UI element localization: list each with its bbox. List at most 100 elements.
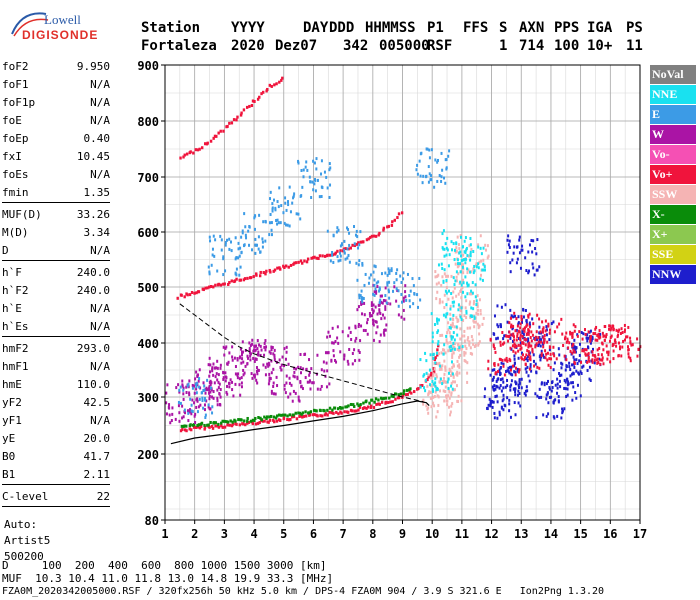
trace-pixel (404, 284, 407, 288)
trace-pixel (508, 402, 511, 406)
trace-pixel (568, 361, 571, 365)
trace-pixel (458, 365, 461, 369)
trace-pixel (294, 261, 298, 265)
trace-pixel (450, 337, 453, 341)
trace-pixel (361, 263, 364, 267)
trace-pixel (436, 319, 439, 323)
trace-pixel (300, 412, 303, 416)
trace-pixel (210, 424, 214, 428)
param-key: fxI (2, 150, 22, 163)
trace-pixel (461, 334, 464, 338)
trace-pixel (257, 416, 260, 420)
trace-pixel (182, 392, 185, 396)
trace-pixel (422, 374, 425, 378)
trace-pixel (617, 354, 620, 358)
trace-pixel (214, 283, 217, 287)
trace-pixel (529, 365, 532, 369)
trace-pixel (548, 338, 551, 342)
trace-pixel (358, 358, 361, 362)
trace-pixel (483, 265, 486, 269)
trace-pixel (241, 229, 244, 233)
trace-pixel (213, 366, 216, 370)
trace-pixel (514, 373, 517, 377)
trace-pixel (445, 279, 448, 283)
param-key: h`Es (2, 320, 29, 333)
trace-pixel (193, 401, 196, 405)
trace-pixel (432, 389, 435, 393)
trace-pixel (197, 373, 200, 377)
trace-pixel (538, 387, 541, 391)
trace-pixel (587, 336, 590, 340)
trace-pixel (553, 361, 556, 365)
trace-pixel (359, 339, 362, 343)
trace-pixel (586, 333, 589, 337)
trace-pixel (587, 330, 590, 334)
trace-pixel (171, 412, 174, 416)
trace-pixel (265, 415, 269, 419)
trace-pixel (222, 282, 225, 286)
trace-pixel (231, 420, 234, 424)
trace-pixel (443, 372, 446, 376)
trace-pixel (596, 348, 599, 352)
trace-pixel (599, 332, 602, 336)
trace-pixel (351, 351, 354, 355)
trace-pixel (443, 268, 446, 272)
trace-pixel (457, 292, 460, 296)
trace-pixel (573, 361, 576, 365)
param-value: 293.0 (76, 342, 110, 355)
trace-pixel (272, 269, 275, 273)
trace-pixel (374, 234, 378, 238)
param-key: yF2 (2, 396, 22, 409)
trace-pixel (212, 421, 216, 425)
trace-pixel (481, 322, 484, 326)
trace-pixel (256, 353, 259, 357)
trace-pixel (475, 265, 478, 269)
param-key: h`F2 (2, 284, 29, 297)
trace-pixel (527, 345, 530, 349)
trace-pixel (540, 382, 543, 386)
trace-pixel (540, 395, 543, 399)
trace-pixel (443, 254, 446, 258)
trace-pixel (230, 249, 233, 253)
trace-pixel (474, 295, 477, 299)
trace-pixel (566, 377, 569, 381)
trace-pixel (520, 316, 523, 320)
trace-pixel (242, 108, 246, 112)
trace-pixel (363, 313, 366, 317)
trace-pixel (591, 358, 594, 362)
trace-pixel (473, 345, 476, 349)
trace-pixel (589, 339, 592, 343)
legend-item-w: W (650, 125, 696, 144)
trace-pixel (202, 288, 205, 292)
trace-pixel (343, 251, 346, 255)
trace-pixel (570, 381, 573, 385)
trace-pixel (440, 351, 443, 355)
trace-pixel (460, 348, 463, 352)
trace-pixel (374, 397, 378, 401)
trace-pixel (582, 332, 585, 336)
trace-pixel (448, 331, 451, 335)
trace-pixel (441, 275, 444, 279)
trace-pixel (452, 363, 455, 367)
trace-pixel (394, 397, 397, 401)
trace-pixel (375, 289, 378, 293)
trace-pixel (456, 333, 459, 337)
trace-pixel (519, 404, 522, 408)
trace-pixel (416, 293, 419, 297)
trace-pixel (372, 319, 375, 323)
trace-pixel (549, 345, 552, 349)
trace-pixel (552, 400, 555, 404)
trace-pixel (475, 262, 478, 266)
trace-pixel (441, 364, 444, 368)
trace-pixel (561, 362, 564, 366)
trace-pixel (244, 364, 247, 368)
trace-pixel (453, 388, 456, 392)
trace-pixel (331, 326, 334, 330)
trace-pixel (502, 337, 505, 341)
trace-pixel (386, 225, 389, 229)
trace-pixel (256, 381, 259, 385)
param-row-yF1: yF1 N/A (2, 412, 110, 430)
trace-pixel (281, 76, 284, 80)
trace-pixel (562, 344, 565, 348)
trace-pixel (502, 397, 505, 401)
